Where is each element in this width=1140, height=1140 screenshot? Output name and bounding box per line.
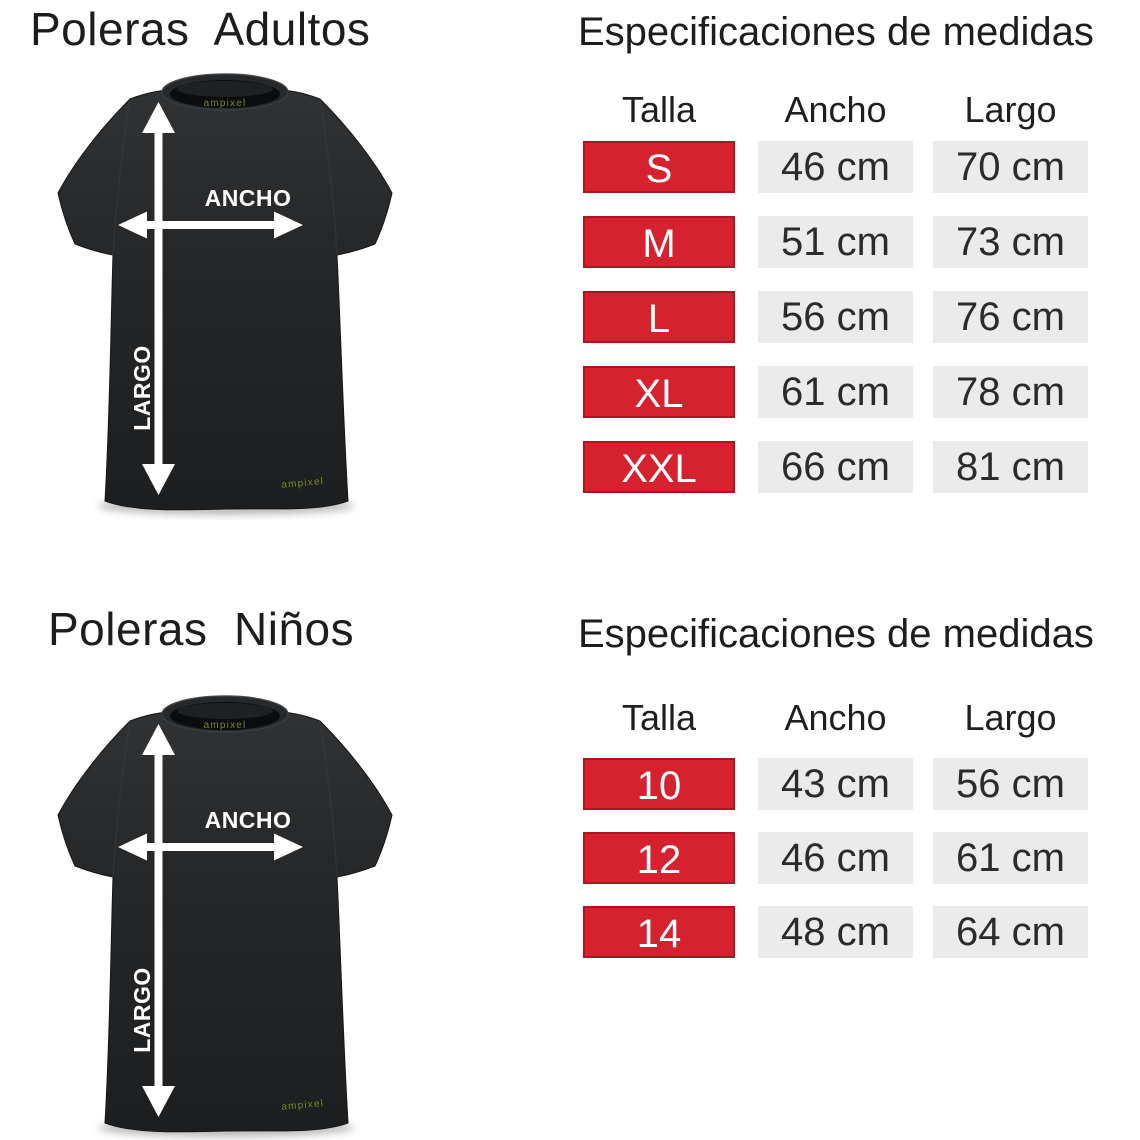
width-value-cell: 51 cm — [758, 216, 913, 268]
tshirt-diagram-adults: ampixel ampixel ANCHO LARGO — [57, 73, 393, 515]
width-value-cell: 56 cm — [758, 291, 913, 343]
spec-table-title-adults: Especificaciones de medidas — [578, 10, 1094, 54]
brand-logo-collar: ampixel — [204, 720, 247, 731]
length-value-cell: 76 cm — [933, 291, 1088, 343]
length-arrow-label: LARGO — [129, 345, 155, 431]
spec-table-title-kids: Especificaciones de medidas — [578, 612, 1094, 656]
section-title-adults: Poleras Adultos — [30, 3, 371, 55]
collar-inner-back — [177, 81, 273, 97]
width-value-cell: 66 cm — [758, 441, 913, 493]
width-value-cell: 61 cm — [758, 366, 913, 418]
width-arrow — [118, 833, 303, 861]
column-header-ancho: Ancho — [784, 697, 887, 738]
size-cell: 12 — [583, 832, 735, 884]
collar-inner-back — [177, 703, 273, 719]
width-arrow-label: ANCHO — [205, 185, 292, 211]
size-cell: L — [583, 291, 735, 343]
brand-logo-hem: ampixel — [281, 476, 325, 491]
column-header-largo: Largo — [964, 697, 1057, 738]
sleeve-seam-left — [112, 720, 131, 878]
sleeve-seam-left — [112, 98, 131, 256]
length-value-cell: 70 cm — [933, 141, 1088, 193]
column-header-ancho: Ancho — [784, 89, 887, 130]
length-value-cell: 73 cm — [933, 216, 1088, 268]
width-value-cell: 48 cm — [758, 906, 913, 958]
sleeve-seam-right — [319, 98, 338, 256]
size-cell: 14 — [583, 906, 735, 958]
length-value-cell: 81 cm — [933, 441, 1088, 493]
width-value-cell: 43 cm — [758, 758, 913, 810]
length-value-cell: 61 cm — [933, 832, 1088, 884]
brand-logo-collar: ampixel — [204, 98, 247, 109]
width-value-cell: 46 cm — [758, 141, 913, 193]
length-value-cell: 64 cm — [933, 906, 1088, 958]
size-cell: XXL — [583, 441, 735, 493]
size-cell: S — [583, 141, 735, 193]
tshirt-body — [57, 710, 393, 1133]
sleeve-seam-right — [319, 720, 338, 878]
column-header-largo: Largo — [964, 89, 1057, 130]
tshirt-diagram-kids: ampixel ampixel ANCHO LARGO — [57, 695, 393, 1137]
length-arrow-label: LARGO — [129, 967, 155, 1053]
section-title-kids: Poleras Niños — [48, 603, 355, 655]
length-value-cell: 78 cm — [933, 366, 1088, 418]
tshirt-body — [57, 88, 393, 511]
width-value-cell: 46 cm — [758, 832, 913, 884]
size-cell: M — [583, 216, 735, 268]
collar-rim-highlight — [161, 73, 289, 111]
size-cell: 10 — [583, 758, 735, 810]
column-header-talla: Talla — [621, 89, 697, 130]
column-header-talla: Talla — [621, 697, 697, 738]
length-arrow — [142, 102, 175, 495]
collar-rim-highlight — [161, 695, 289, 733]
length-arrow — [142, 724, 175, 1117]
width-arrow-label: ANCHO — [205, 807, 292, 833]
size-cell: XL — [583, 366, 735, 418]
brand-logo-hem: ampixel — [281, 1098, 325, 1113]
length-value-cell: 56 cm — [933, 758, 1088, 810]
width-arrow — [118, 211, 303, 239]
